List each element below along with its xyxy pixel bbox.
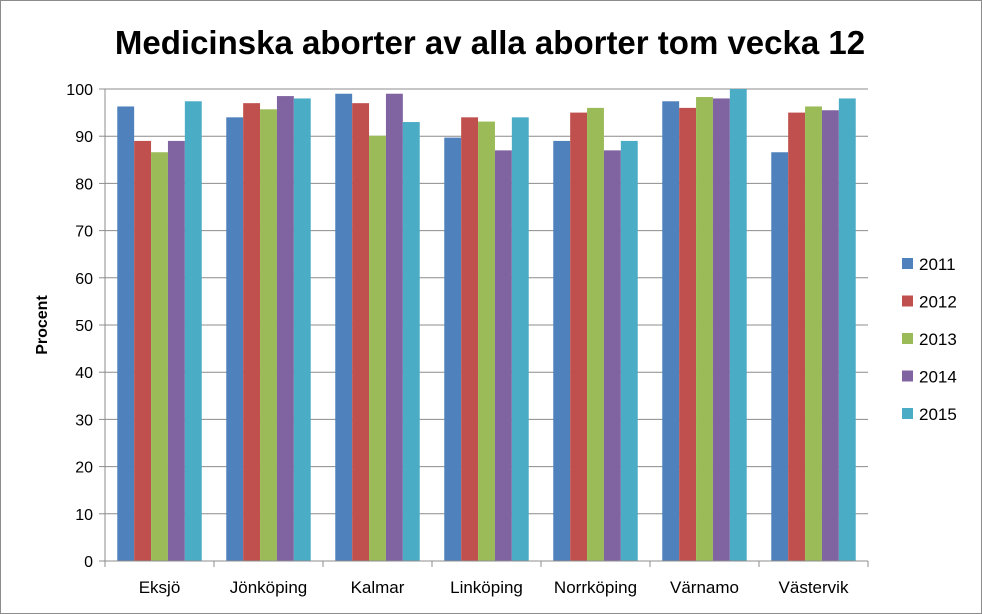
bar-2014-4 xyxy=(603,150,621,562)
y-tick-label: 90 xyxy=(75,129,93,146)
bar-2012-4 xyxy=(570,112,588,561)
x-tick-label: Linköping xyxy=(450,578,523,597)
y-axis-label: Procent xyxy=(34,295,51,355)
bar-2015-0 xyxy=(184,101,202,561)
y-tick-labels: 0 10 20 30 40 50 60 70 80 90 100 xyxy=(66,82,93,571)
bar-2013-6 xyxy=(805,106,822,562)
y-tick-label: 20 xyxy=(75,460,93,477)
bar-2011-0 xyxy=(117,106,135,562)
bar-2015-4 xyxy=(620,140,638,562)
y-tick-label: 0 xyxy=(84,554,93,571)
y-tick-label: 70 xyxy=(75,224,93,241)
bar-2012-5 xyxy=(679,107,697,561)
bar-2014-1 xyxy=(276,96,294,561)
legend-swatch-2011 xyxy=(902,258,913,269)
legend-label-2015: 2015 xyxy=(919,405,957,424)
y-tick-label: 100 xyxy=(66,82,93,99)
bar-2014-5 xyxy=(712,98,730,561)
x-tick-label: Jönköping xyxy=(230,578,308,597)
y-tick-label: 30 xyxy=(75,412,93,429)
legend-label-2011: 2011 xyxy=(919,255,956,274)
bar-2011-6 xyxy=(771,152,789,562)
bar-2011-5 xyxy=(662,101,680,561)
bar-2015-3 xyxy=(511,117,529,561)
y-tick-label: 60 xyxy=(75,271,93,288)
x-tick-label: Västervik xyxy=(779,578,849,597)
legend-swatch-2014 xyxy=(902,370,913,382)
legend-label-2014: 2014 xyxy=(919,368,957,387)
bar-2014-3 xyxy=(494,150,512,562)
x-tick-label: Värnamo xyxy=(670,578,739,597)
bar-2014-0 xyxy=(167,140,185,562)
bar-2013-1 xyxy=(260,109,277,562)
bar-2013-5 xyxy=(696,97,713,562)
bar-2015-1 xyxy=(293,98,311,561)
y-tick-label: 80 xyxy=(75,176,93,193)
bar-2011-2 xyxy=(335,93,353,561)
bar-2013-3 xyxy=(478,121,495,562)
bar-2013-2 xyxy=(369,135,386,561)
legend-swatch-2015 xyxy=(902,408,913,419)
bar-2013-0 xyxy=(151,152,168,562)
bar-2012-0 xyxy=(134,140,152,562)
y-tick-label: 40 xyxy=(75,365,93,382)
bar-2012-3 xyxy=(461,117,479,561)
y-tick-label: 50 xyxy=(75,318,93,335)
legend-label-2013: 2013 xyxy=(919,330,957,349)
bar-2011-3 xyxy=(444,137,462,561)
x-tick-label: Eksjö xyxy=(139,578,181,597)
bar-2014-6 xyxy=(821,110,839,562)
bar-2012-2 xyxy=(352,103,370,561)
legend-swatch-2013 xyxy=(902,333,913,344)
x-tick-labels: Eksjö Jönköping Kalmar Linköping Norrköping V… xyxy=(139,578,849,597)
bar-2011-4 xyxy=(553,140,571,562)
bar-2012-6 xyxy=(788,112,806,561)
bar-2014-2 xyxy=(385,93,403,561)
bar-2015-6 xyxy=(838,98,856,561)
legend-label-2012: 2012 xyxy=(919,293,957,312)
bar-2011-1 xyxy=(226,117,244,561)
chart-title: Medicinska aborter av alla aborter tom v… xyxy=(115,24,865,61)
x-tick-label: Kalmar xyxy=(351,578,405,597)
bar-2013-4 xyxy=(587,107,604,561)
bars xyxy=(117,89,856,562)
bar-2015-2 xyxy=(402,122,420,561)
axes xyxy=(104,89,869,567)
bar-2015-5 xyxy=(729,89,747,561)
legend: 2011 2012 2013 2014 2015 xyxy=(902,255,957,424)
y-tick-label: 10 xyxy=(75,507,93,524)
bar-2012-1 xyxy=(243,103,261,561)
legend-swatch-2012 xyxy=(902,295,913,307)
x-tick-label: Norrköping xyxy=(554,578,637,597)
